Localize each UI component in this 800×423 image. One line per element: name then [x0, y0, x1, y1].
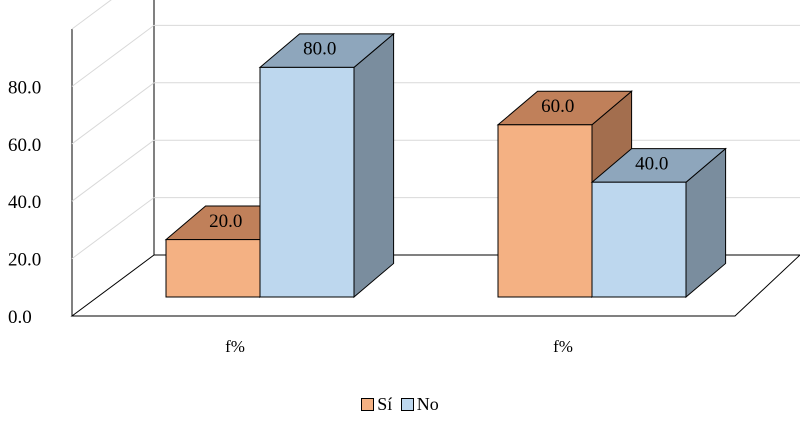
bar-front: [497, 124, 593, 298]
data-labels: 20.0 80.0 60.0 40.0: [209, 39, 668, 232]
gridline-side: [71, 197, 155, 260]
bar-front: [591, 181, 687, 298]
bar-side: [353, 32, 395, 299]
floor: [70, 254, 800, 317]
y-tick-label: 60.0: [8, 135, 41, 156]
data-label: 40.0: [635, 153, 668, 174]
y-axis-ticks: 0.0 20.0 40.0 60.0 80.0: [8, 77, 41, 328]
bar-front: [259, 66, 355, 298]
data-label: 80.0: [303, 39, 336, 60]
legend-swatch-si: [361, 398, 375, 411]
legend-item-si: Sí: [361, 394, 392, 415]
x-tick-label: f%: [553, 337, 573, 356]
x-tick-label: f%: [225, 337, 245, 356]
legend-item-no: No: [400, 394, 439, 415]
y-tick-label: 20.0: [8, 250, 41, 271]
y-tick-label: 40.0: [8, 192, 41, 213]
legend: Sí No: [0, 394, 800, 416]
y-tick-label: 0.0: [8, 307, 32, 328]
chart-walls: [70, 0, 800, 317]
legend-swatch-no: [400, 398, 414, 411]
bars: [164, 32, 727, 299]
legend-label-si: Sí: [377, 394, 393, 414]
bar-front: [165, 239, 261, 298]
legend-label-no: No: [416, 394, 439, 414]
data-label: 60.0: [541, 96, 574, 117]
bar-No-1: [590, 147, 727, 299]
gridline-side: [71, 139, 155, 202]
y-tick-label: 80.0: [8, 77, 41, 98]
bar-No-0: [258, 32, 395, 299]
data-label: 20.0: [209, 211, 242, 232]
left-wall-top-edge: [71, 0, 112, 30]
gridline-side: [71, 24, 155, 87]
x-axis-categories: f% f%: [225, 337, 573, 356]
bar-Sí-1: [496, 90, 633, 299]
gridline-side: [71, 82, 155, 145]
